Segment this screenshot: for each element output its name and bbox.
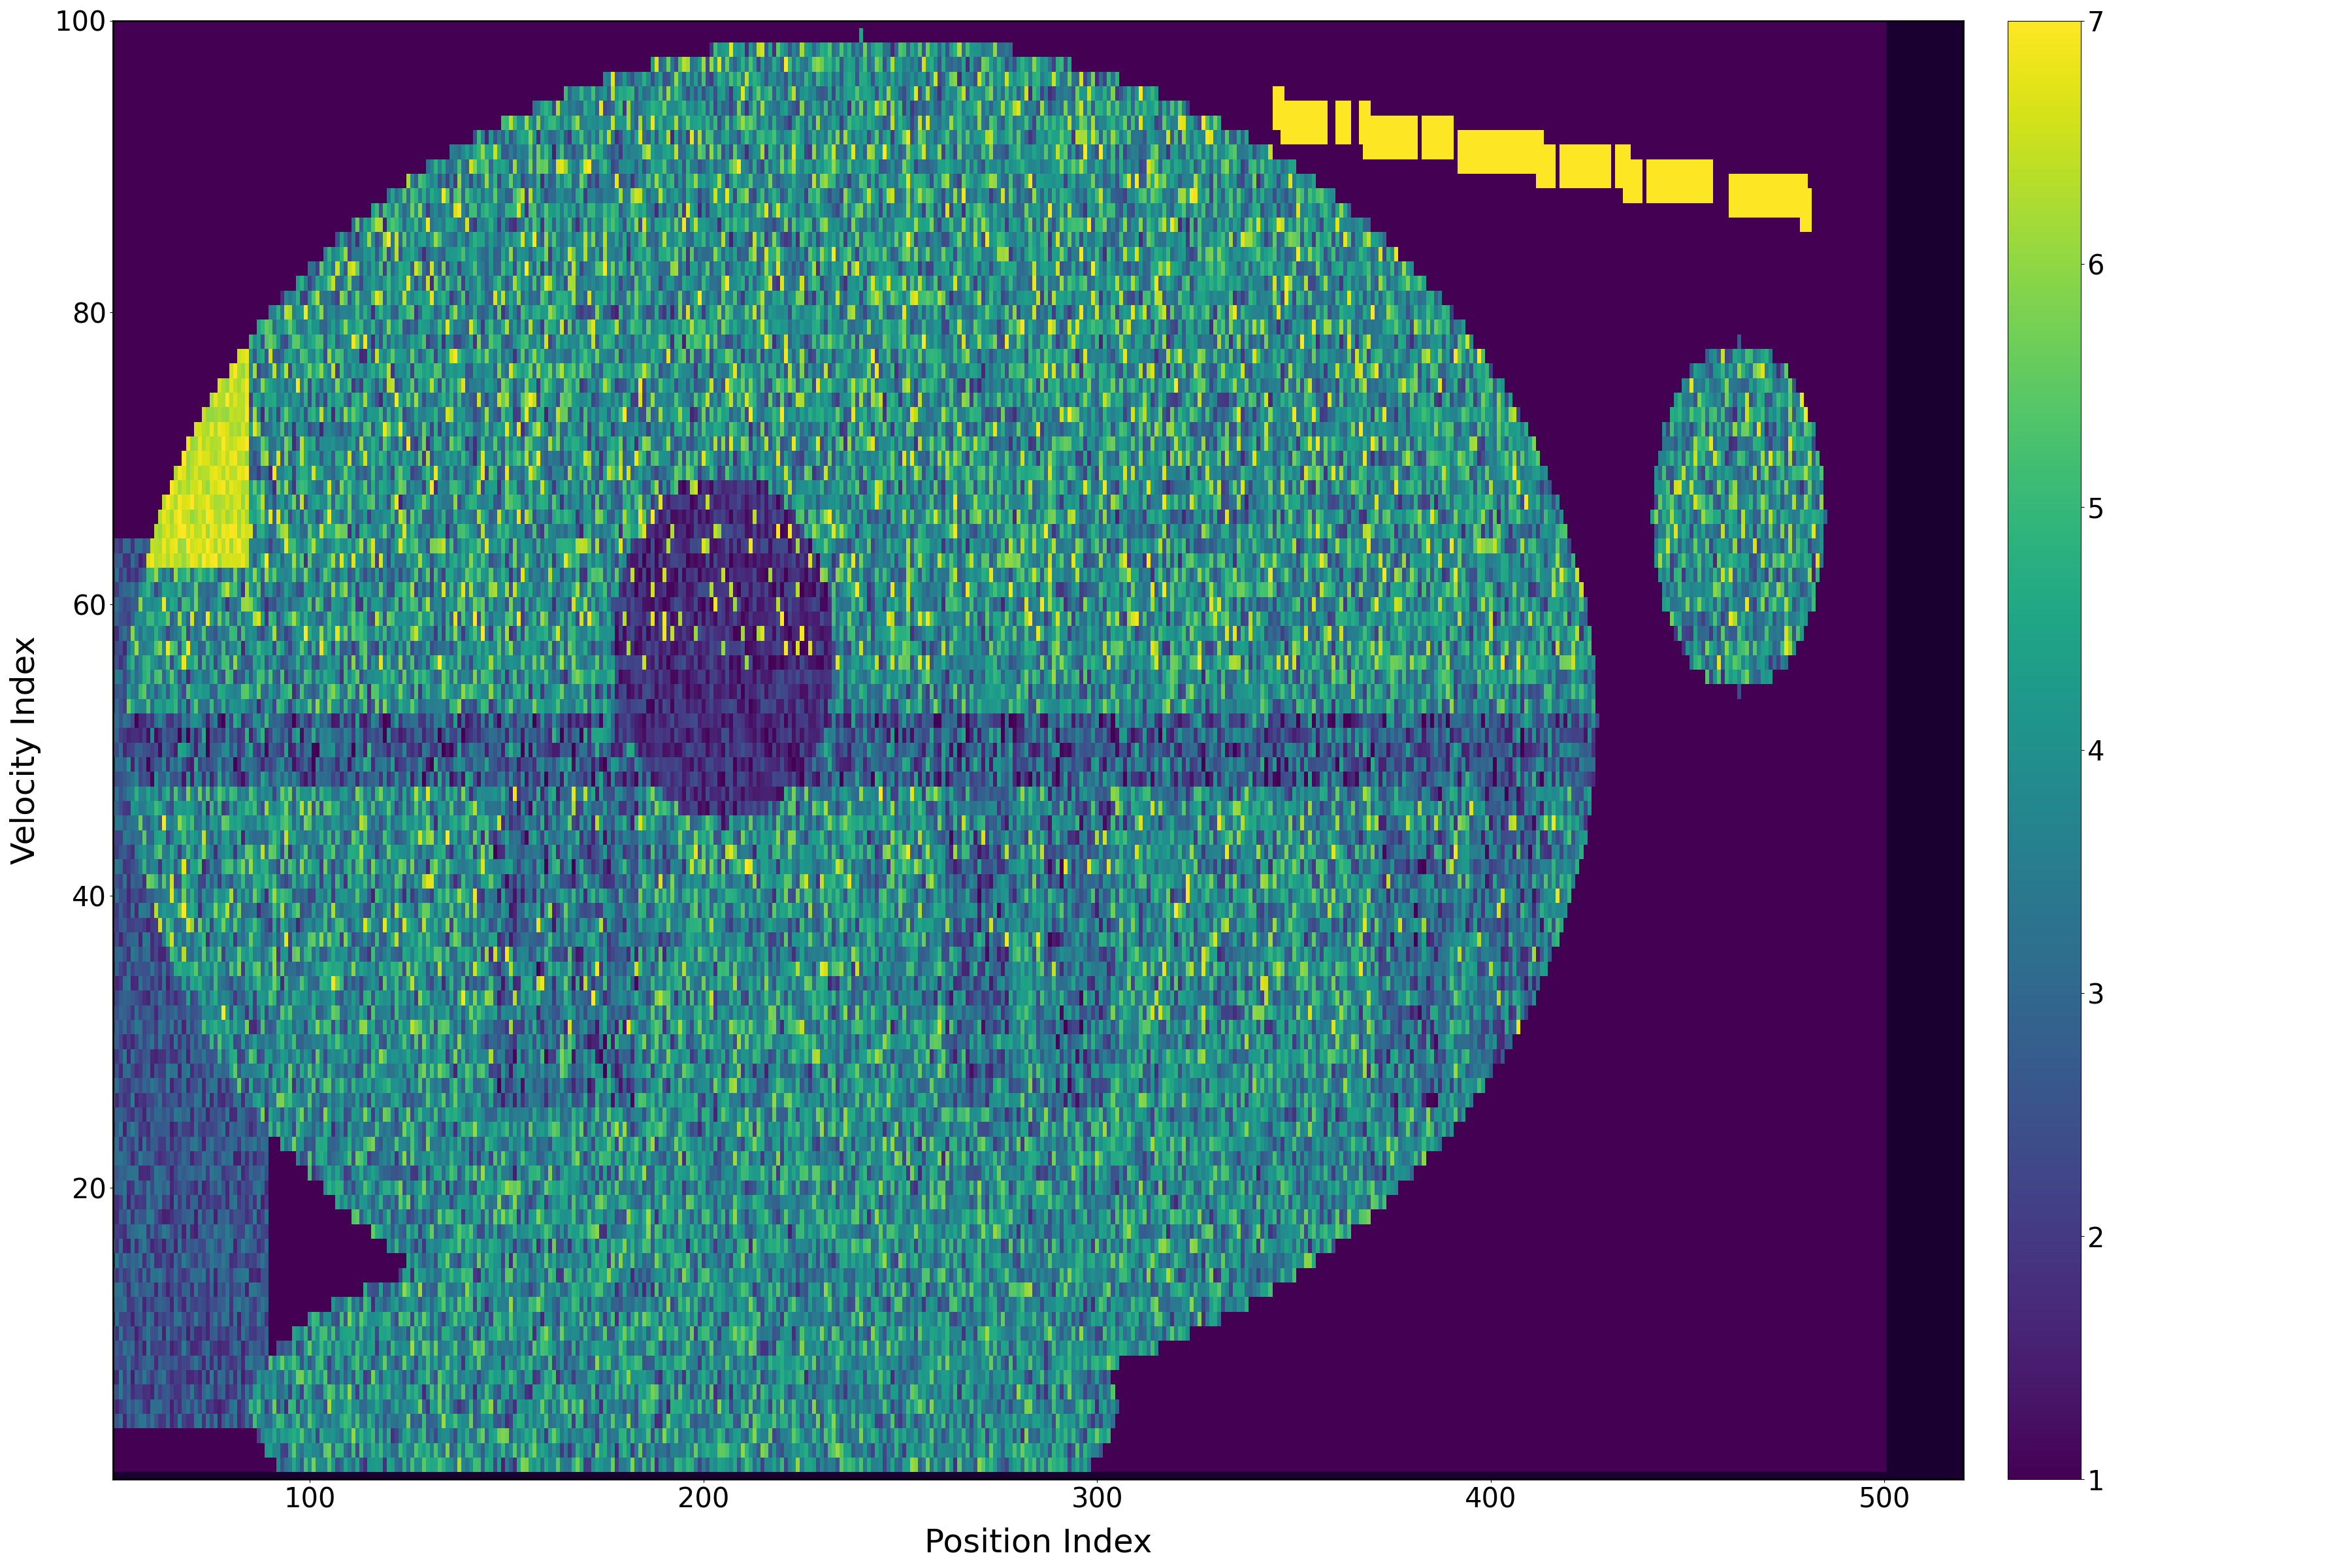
Y-axis label: Velocity Index: Velocity Index <box>9 635 40 864</box>
X-axis label: Position Index: Position Index <box>924 1527 1152 1559</box>
